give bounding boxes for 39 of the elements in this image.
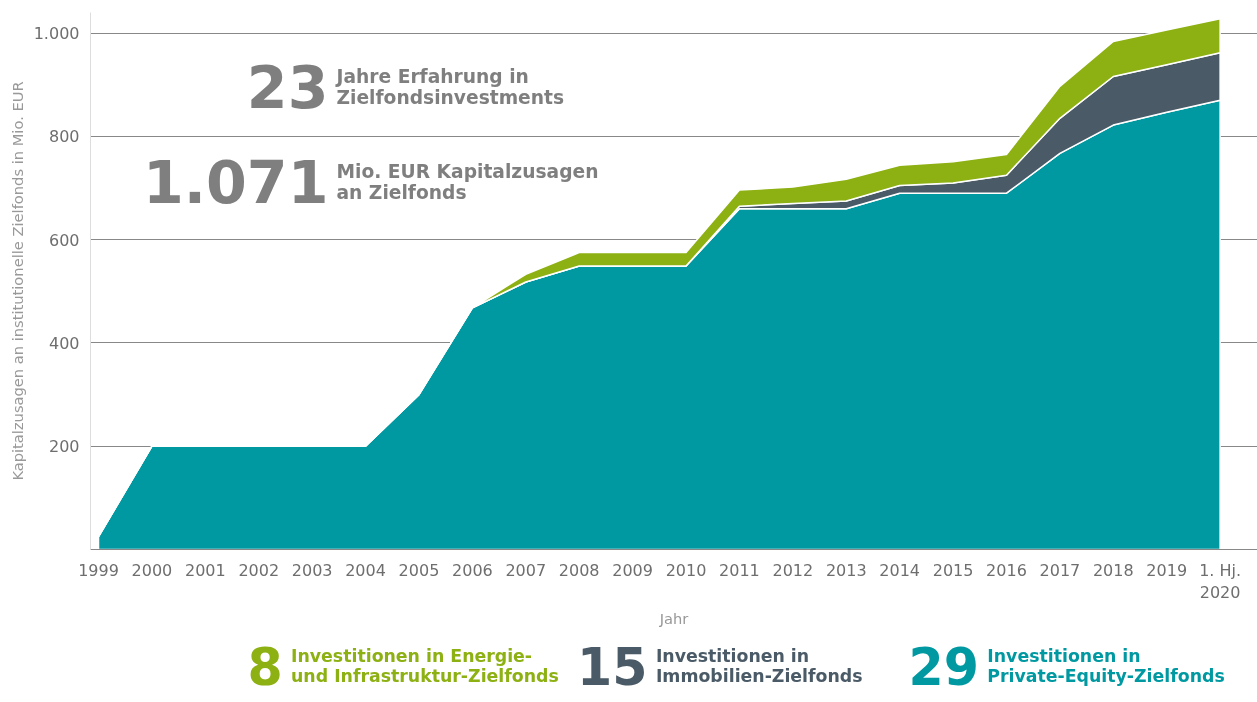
x-tick-label: 2006 (452, 560, 493, 580)
text: 15 (577, 637, 648, 697)
y-tick-label: 200 (48, 437, 80, 457)
x-tick-label: 2003 (291, 560, 333, 580)
text: Investitionen in Private-Equity-Zielfonds (987, 645, 1225, 686)
x-tick-label: 2011 (719, 560, 760, 580)
annotation: 23 (246, 54, 329, 122)
x-tick-label: 2013 (825, 560, 867, 580)
text: Investitionen in Energie- und Infrastruktur-Zielfonds (291, 645, 559, 686)
text: 8 (247, 637, 283, 697)
x-tick-label: 2018 (1092, 560, 1134, 580)
x-tick-label: 2014 (879, 560, 921, 580)
x-tick-label: 2007 (505, 560, 547, 580)
y-tick-label: 400 (48, 333, 80, 353)
x-tick-label: 1. Hj. 2020 (1199, 560, 1242, 603)
x-tick-label: 2002 (238, 560, 280, 580)
x-tick-label: 2001 (184, 560, 226, 580)
x-tick-label: 1999 (78, 560, 119, 580)
y-axis-title: Kapitalzusagen an institutionelle Zielfonds in Mio. EUR (8, 81, 26, 481)
x-axis-title: Jahr (658, 610, 690, 628)
x-tick-label: 2009 (612, 560, 653, 580)
x-tick-label: 2004 (345, 560, 386, 580)
x-tick-label: 2010 (665, 560, 707, 580)
annotation: Mio. EUR Kapitalzusagen an Zielfonds (336, 160, 599, 203)
x-tick-label: 2016 (986, 560, 1027, 580)
x-tick-label: 2000 (131, 560, 173, 580)
x-tick-label: 2008 (558, 560, 600, 580)
annotation: 1.071 (142, 149, 329, 217)
x-tick-label: 2012 (772, 560, 814, 580)
annotation: Jahre Erfahrung in Zielfondsinvestments (334, 65, 565, 108)
text: 29 (908, 637, 979, 697)
y-tick-label: 1.000 (33, 24, 80, 44)
text: Investitionen in Immobilien-Zielfonds (655, 645, 863, 686)
x-tick-label: 2019 (1146, 560, 1188, 580)
y-tick-label: 600 (48, 230, 80, 250)
x-tick-label: 2005 (398, 560, 440, 580)
x-tick-label: 2015 (932, 560, 974, 580)
x-tick-label: 2017 (1039, 560, 1081, 580)
y-tick-label: 800 (48, 127, 80, 147)
